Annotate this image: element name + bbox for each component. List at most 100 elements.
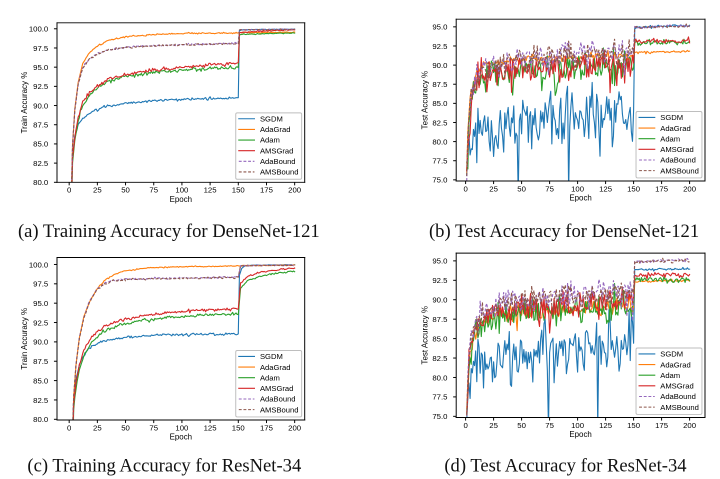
svg-text:(a) Training Accuracy for Dens: (a) Training Accuracy for DenseNet-121 <box>18 221 320 242</box>
svg-text:175: 175 <box>655 184 668 193</box>
svg-text:97.5: 97.5 <box>33 44 48 53</box>
svg-text:Adam: Adam <box>660 371 680 380</box>
svg-text:125: 125 <box>599 421 612 430</box>
svg-text:85.0: 85.0 <box>33 376 49 385</box>
svg-text:SGDM: SGDM <box>260 352 283 361</box>
svg-text:AMSBound: AMSBound <box>660 166 699 175</box>
svg-text:Adam: Adam <box>260 136 280 145</box>
svg-text:80.0: 80.0 <box>432 373 448 382</box>
svg-text:AMSBound: AMSBound <box>660 403 699 412</box>
svg-text:82.5: 82.5 <box>432 354 447 363</box>
svg-text:75.0: 75.0 <box>432 412 448 421</box>
svg-text:Adam: Adam <box>260 373 280 382</box>
svg-text:125: 125 <box>599 184 612 193</box>
svg-text:92.5: 92.5 <box>432 42 447 51</box>
svg-text:Epoch: Epoch <box>569 430 591 439</box>
svg-text:92.5: 92.5 <box>33 318 48 327</box>
svg-text:95.0: 95.0 <box>33 299 49 308</box>
svg-text:87.5: 87.5 <box>33 357 48 366</box>
svg-text:AdaGrad: AdaGrad <box>660 360 691 369</box>
svg-text:100.0: 100.0 <box>29 260 49 269</box>
svg-text:92.5: 92.5 <box>432 276 447 285</box>
svg-text:90.0: 90.0 <box>432 61 448 70</box>
svg-text:75: 75 <box>545 184 554 193</box>
svg-text:90.0: 90.0 <box>33 101 49 110</box>
svg-text:87.5: 87.5 <box>33 121 48 130</box>
svg-text:50: 50 <box>121 423 130 432</box>
svg-text:80.0: 80.0 <box>432 137 448 146</box>
svg-text:82.5: 82.5 <box>33 396 48 405</box>
svg-text:150: 150 <box>627 184 641 193</box>
svg-text:80.0: 80.0 <box>33 415 49 424</box>
svg-text:175: 175 <box>655 421 668 430</box>
svg-text:175: 175 <box>260 423 273 432</box>
svg-text:100: 100 <box>571 184 585 193</box>
svg-text:0: 0 <box>463 421 468 430</box>
svg-text:95.0: 95.0 <box>33 63 49 72</box>
svg-text:150: 150 <box>232 423 246 432</box>
svg-text:0: 0 <box>463 184 468 193</box>
svg-text:Epoch: Epoch <box>170 195 192 204</box>
svg-text:75.0: 75.0 <box>432 176 448 185</box>
svg-text:Train Accuracy %: Train Accuracy % <box>20 308 29 370</box>
svg-text:Test Accuracy %: Test Accuracy % <box>420 306 429 364</box>
svg-text:75: 75 <box>545 421 554 430</box>
svg-text:85.0: 85.0 <box>432 334 448 343</box>
svg-text:(b) Test Accuracy for DenseNet: (b) Test Accuracy for DenseNet-121 <box>429 221 699 242</box>
svg-text:125: 125 <box>204 186 217 195</box>
svg-text:87.5: 87.5 <box>432 80 447 89</box>
svg-text:AdaBound: AdaBound <box>660 392 696 401</box>
svg-text:AdaGrad: AdaGrad <box>660 124 691 133</box>
svg-text:100: 100 <box>175 186 189 195</box>
svg-text:200: 200 <box>288 186 302 195</box>
svg-text:Adam: Adam <box>660 134 680 143</box>
svg-text:200: 200 <box>683 184 697 193</box>
svg-text:175: 175 <box>260 186 273 195</box>
svg-text:200: 200 <box>288 423 302 432</box>
svg-text:85.0: 85.0 <box>432 99 448 108</box>
svg-text:92.5: 92.5 <box>33 82 48 91</box>
svg-text:SGDM: SGDM <box>660 113 683 122</box>
svg-text:AdaBound: AdaBound <box>660 156 696 165</box>
svg-text:77.5: 77.5 <box>432 157 447 166</box>
svg-text:AdaBound: AdaBound <box>260 395 296 404</box>
svg-text:125: 125 <box>204 423 217 432</box>
svg-text:0: 0 <box>67 186 72 195</box>
svg-text:90.0: 90.0 <box>432 296 448 305</box>
svg-text:AMSBound: AMSBound <box>260 405 299 414</box>
svg-text:77.5: 77.5 <box>432 393 447 402</box>
svg-text:85.0: 85.0 <box>33 140 49 149</box>
svg-text:SGDM: SGDM <box>260 114 283 123</box>
svg-text:SGDM: SGDM <box>660 350 683 359</box>
svg-text:100: 100 <box>571 421 585 430</box>
svg-text:82.5: 82.5 <box>33 159 48 168</box>
svg-text:AMSGrad: AMSGrad <box>660 382 693 391</box>
svg-text:Train Accuracy %: Train Accuracy % <box>20 72 29 134</box>
svg-text:80.0: 80.0 <box>33 178 49 187</box>
svg-text:97.5: 97.5 <box>33 280 48 289</box>
svg-text:AdaBound: AdaBound <box>260 157 296 166</box>
svg-text:95.0: 95.0 <box>432 23 448 32</box>
svg-text:AMSGrad: AMSGrad <box>260 384 293 393</box>
svg-text:25: 25 <box>93 186 102 195</box>
svg-text:Test Accuracy %: Test Accuracy % <box>420 71 429 129</box>
svg-text:Epoch: Epoch <box>170 433 192 442</box>
svg-text:AdaGrad: AdaGrad <box>260 125 291 134</box>
svg-text:25: 25 <box>489 421 498 430</box>
svg-text:(c) Training Accuracy for ResN: (c) Training Accuracy for ResNet-34 <box>27 456 302 477</box>
svg-text:0: 0 <box>67 423 72 432</box>
svg-text:AMSGrad: AMSGrad <box>260 146 293 155</box>
svg-text:50: 50 <box>121 186 130 195</box>
svg-text:75: 75 <box>149 423 158 432</box>
svg-text:25: 25 <box>93 423 102 432</box>
svg-text:Epoch: Epoch <box>569 194 591 203</box>
svg-text:50: 50 <box>517 421 526 430</box>
svg-text:200: 200 <box>683 421 697 430</box>
svg-text:(d) Test Accuracy for ResNet-3: (d) Test Accuracy for ResNet-34 <box>444 456 687 477</box>
svg-text:AdaGrad: AdaGrad <box>260 363 291 372</box>
svg-text:90.0: 90.0 <box>33 338 49 347</box>
svg-text:25: 25 <box>489 184 498 193</box>
svg-text:82.5: 82.5 <box>432 118 447 127</box>
svg-text:87.5: 87.5 <box>432 315 447 324</box>
svg-text:150: 150 <box>232 186 246 195</box>
